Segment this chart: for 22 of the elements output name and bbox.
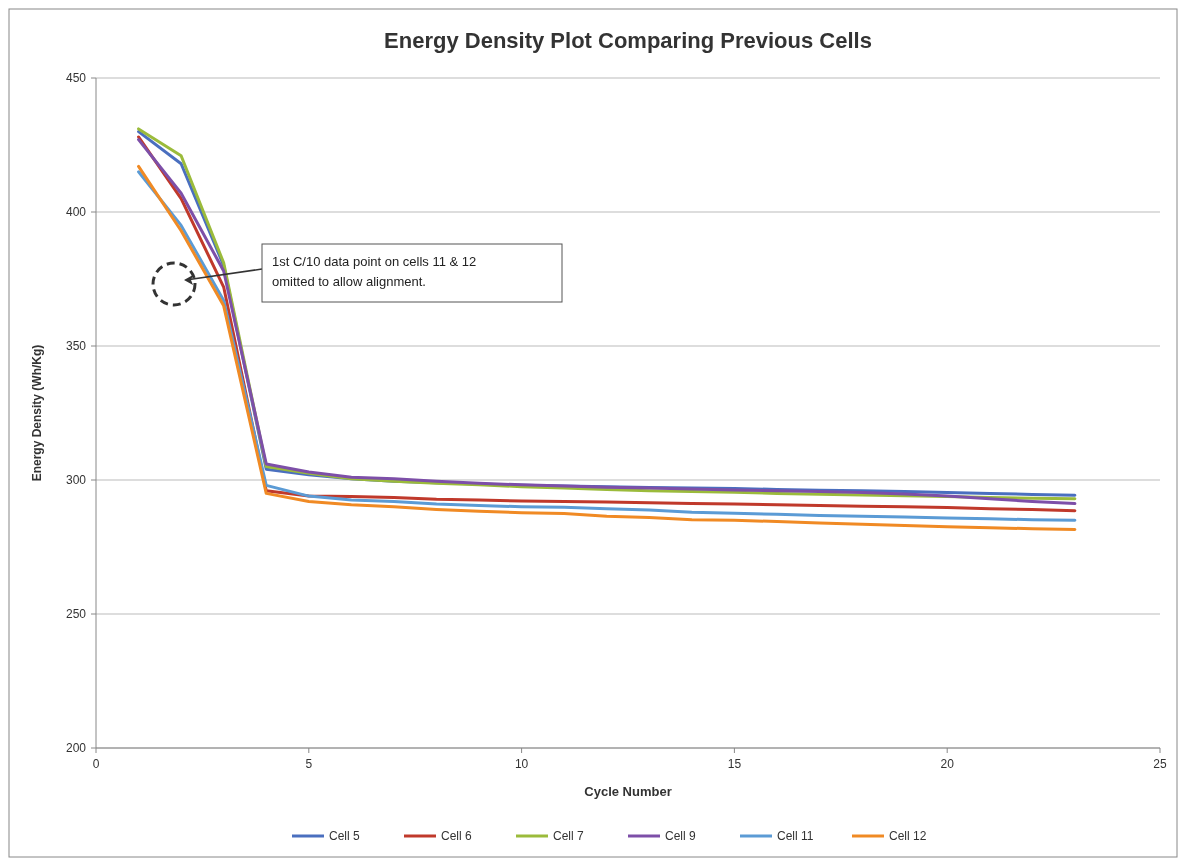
chart-title: Energy Density Plot Comparing Previous Cells [384,28,872,53]
legend-label: Cell 11 [777,829,814,844]
x-tick-label: 25 [1153,757,1167,771]
y-tick-label: 450 [65,71,87,86]
x-tick-label: 5 [305,757,313,771]
x-tick-label: 20 [940,757,955,771]
x-tick-label: 15 [727,757,742,771]
x-tick-label: 0 [92,757,100,771]
y-axis-title: Energy Density (Wh/Kg) [30,344,44,482]
legend-label: Cell 12 [889,829,927,844]
x-axis-title: Cycle Number [584,784,672,799]
y-tick-label: 300 [65,473,87,488]
y-tick-label: 400 [65,205,87,220]
legend-label: Cell 7 [553,829,585,844]
annotation: 1st C/10 data point on cells 11 & 12 omitted to allow alignment. [272,254,477,289]
legend-label: Cell 5 [329,829,361,844]
y-tick-label: 250 [65,607,87,622]
y-tick-label: 350 [65,339,87,354]
y-tick-label: 200 [65,741,87,756]
x-tick-label: 10 [514,757,529,771]
legend-label: Cell 6 [441,829,473,844]
legend-label: Cell 9 [665,829,697,844]
